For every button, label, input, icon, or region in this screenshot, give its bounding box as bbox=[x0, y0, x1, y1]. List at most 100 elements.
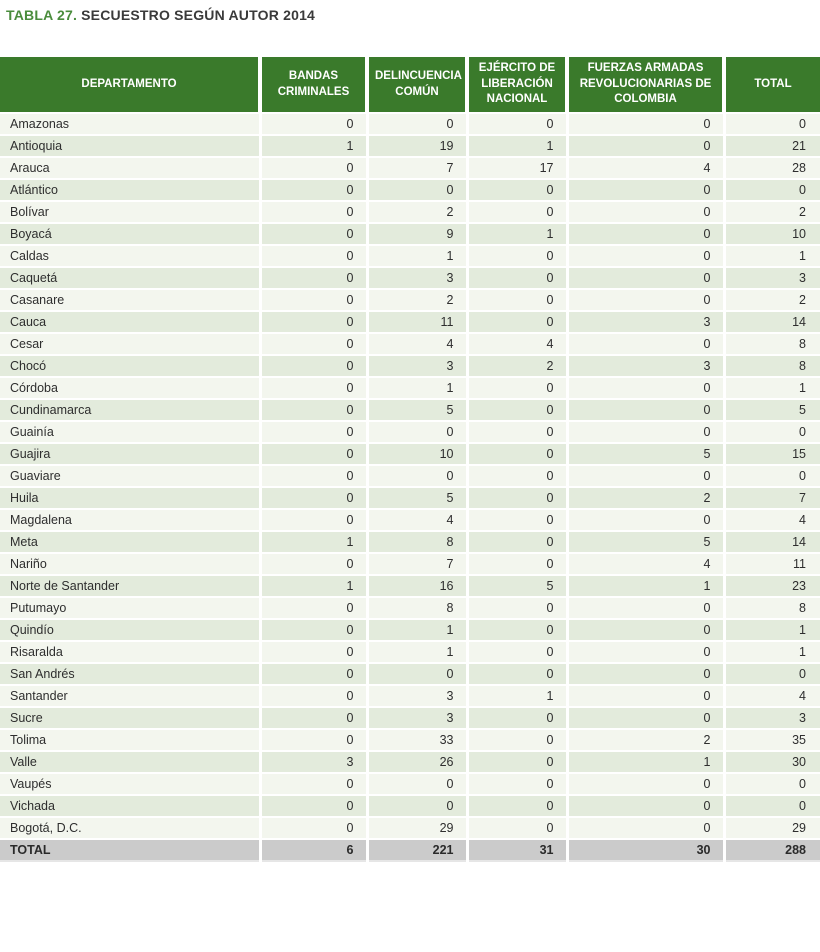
value-cell: 1 bbox=[724, 619, 820, 642]
value-cell: 0 bbox=[467, 245, 569, 268]
department-cell: Risaralda bbox=[0, 641, 262, 664]
column-header-delincuencia-comun: DELINCUENCIA COMÚN bbox=[367, 57, 469, 114]
table-row: Casanare 0 2 0 0 2 bbox=[0, 289, 820, 312]
value-cell: 0 bbox=[567, 597, 726, 620]
value-cell: 8 bbox=[724, 333, 820, 356]
department-cell: Atlántico bbox=[0, 179, 262, 202]
total-value-cell: 221 bbox=[367, 839, 469, 862]
department-cell: Putumayo bbox=[0, 597, 262, 620]
table-title: TABLA 27. SECUESTRO SEGÚN AUTOR 2014 bbox=[0, 0, 820, 23]
department-cell: Amazonas bbox=[0, 113, 262, 136]
total-value-cell: 288 bbox=[724, 839, 820, 862]
value-cell: 0 bbox=[567, 795, 726, 818]
department-cell: Antioquia bbox=[0, 135, 262, 158]
value-cell: 29 bbox=[367, 817, 469, 840]
value-cell: 0 bbox=[467, 707, 569, 730]
value-cell: 11 bbox=[724, 553, 820, 576]
department-cell: Bolívar bbox=[0, 201, 262, 224]
value-cell: 0 bbox=[724, 113, 820, 136]
value-cell: 3 bbox=[724, 267, 820, 290]
value-cell: 0 bbox=[567, 201, 726, 224]
value-cell: 0 bbox=[260, 355, 369, 378]
value-cell: 29 bbox=[724, 817, 820, 840]
table-row: Cundinamarca 0 5 0 0 5 bbox=[0, 399, 820, 422]
value-cell: 3 bbox=[367, 267, 469, 290]
table-row: Antioquia 1 19 1 0 21 bbox=[0, 135, 820, 158]
value-cell: 0 bbox=[567, 707, 726, 730]
department-cell: Guajira bbox=[0, 443, 262, 466]
department-cell: Guainía bbox=[0, 421, 262, 444]
value-cell: 0 bbox=[567, 465, 726, 488]
value-cell: 1 bbox=[367, 245, 469, 268]
table-row: Guainía 0 0 0 0 0 bbox=[0, 421, 820, 444]
value-cell: 0 bbox=[467, 487, 569, 510]
value-cell: 0 bbox=[724, 773, 820, 796]
value-cell: 0 bbox=[260, 201, 369, 224]
value-cell: 0 bbox=[260, 641, 369, 664]
table-title-text: SECUESTRO SEGÚN AUTOR 2014 bbox=[81, 7, 316, 23]
department-cell: Quindío bbox=[0, 619, 262, 642]
value-cell: 0 bbox=[260, 553, 369, 576]
value-cell: 0 bbox=[367, 795, 469, 818]
value-cell: 0 bbox=[467, 201, 569, 224]
value-cell: 2 bbox=[467, 355, 569, 378]
value-cell: 0 bbox=[467, 729, 569, 752]
department-cell: Guaviare bbox=[0, 465, 262, 488]
value-cell: 0 bbox=[567, 245, 726, 268]
value-cell: 0 bbox=[260, 773, 369, 796]
value-cell: 5 bbox=[367, 399, 469, 422]
value-cell: 8 bbox=[367, 531, 469, 554]
department-cell: Valle bbox=[0, 751, 262, 774]
value-cell: 0 bbox=[567, 663, 726, 686]
value-cell: 30 bbox=[724, 751, 820, 774]
value-cell: 5 bbox=[567, 443, 726, 466]
value-cell: 2 bbox=[367, 201, 469, 224]
department-cell: Cundinamarca bbox=[0, 399, 262, 422]
value-cell: 0 bbox=[467, 311, 569, 334]
total-value-cell: 31 bbox=[467, 839, 569, 862]
value-cell: 1 bbox=[367, 641, 469, 664]
value-cell: 0 bbox=[260, 619, 369, 642]
value-cell: 0 bbox=[260, 707, 369, 730]
table-row: Caquetá 0 3 0 0 3 bbox=[0, 267, 820, 290]
value-cell: 0 bbox=[467, 641, 569, 664]
value-cell: 11 bbox=[367, 311, 469, 334]
value-cell: 0 bbox=[260, 113, 369, 136]
column-header-total: TOTAL bbox=[724, 57, 820, 114]
value-cell: 3 bbox=[367, 355, 469, 378]
department-cell: Boyacá bbox=[0, 223, 262, 246]
value-cell: 0 bbox=[567, 509, 726, 532]
value-cell: 0 bbox=[367, 465, 469, 488]
value-cell: 1 bbox=[260, 531, 369, 554]
value-cell: 1 bbox=[567, 575, 726, 598]
value-cell: 0 bbox=[567, 333, 726, 356]
total-label-cell: TOTAL bbox=[0, 839, 262, 862]
value-cell: 0 bbox=[260, 267, 369, 290]
value-cell: 1 bbox=[260, 575, 369, 598]
column-header-bandas-criminales: BANDAS CRIMINALES bbox=[260, 57, 369, 114]
column-header-farc: FUERZAS ARMADAS REVOLUCIONARIAS DE COLOM… bbox=[567, 57, 726, 114]
table-row: Sucre 0 3 0 0 3 bbox=[0, 707, 820, 730]
value-cell: 3 bbox=[724, 707, 820, 730]
column-header-ejercito-liberacion-nacional: EJÉRCITO DE LIBERACIÓN NACIONAL bbox=[467, 57, 569, 114]
table-row: Cesar 0 4 4 0 8 bbox=[0, 333, 820, 356]
value-cell: 3 bbox=[567, 355, 726, 378]
value-cell: 1 bbox=[724, 641, 820, 664]
value-cell: 23 bbox=[724, 575, 820, 598]
value-cell: 4 bbox=[567, 157, 726, 180]
value-cell: 0 bbox=[567, 421, 726, 444]
value-cell: 4 bbox=[724, 685, 820, 708]
value-cell: 0 bbox=[567, 289, 726, 312]
value-cell: 9 bbox=[367, 223, 469, 246]
department-cell: Bogotá, D.C. bbox=[0, 817, 262, 840]
table-header: DEPARTAMENTO BANDAS CRIMINALES DELINCUEN… bbox=[0, 57, 820, 114]
value-cell: 0 bbox=[260, 597, 369, 620]
value-cell: 0 bbox=[567, 773, 726, 796]
value-cell: 0 bbox=[724, 465, 820, 488]
value-cell: 0 bbox=[367, 179, 469, 202]
value-cell: 4 bbox=[724, 509, 820, 532]
value-cell: 19 bbox=[367, 135, 469, 158]
value-cell: 0 bbox=[567, 641, 726, 664]
table-row: Santander 0 3 1 0 4 bbox=[0, 685, 820, 708]
value-cell: 4 bbox=[367, 509, 469, 532]
